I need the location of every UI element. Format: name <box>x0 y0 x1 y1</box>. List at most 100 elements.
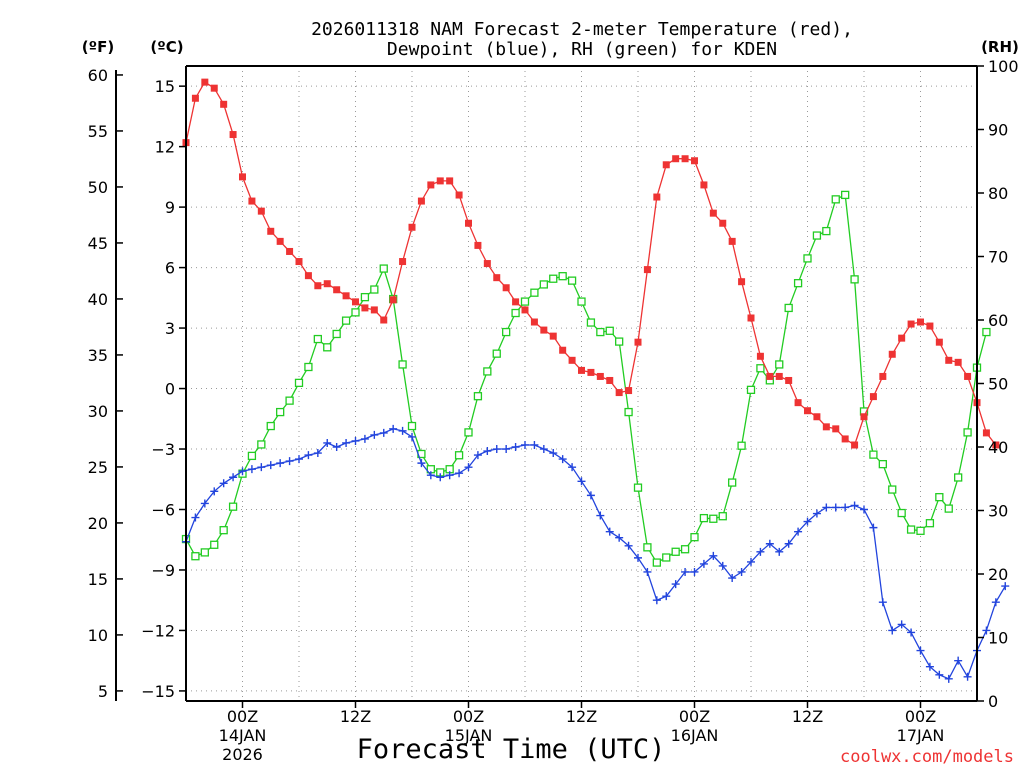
fahrenheit-tick-label: 15 <box>88 570 108 589</box>
rh-point <box>191 552 200 561</box>
temperature-point <box>756 352 764 360</box>
temperature-point <box>389 296 397 304</box>
temperature-point <box>662 161 670 169</box>
temperature-point <box>455 191 463 199</box>
x-tick-label-date: 14JAN <box>219 726 267 745</box>
temperature-point <box>841 435 849 443</box>
temperature-point <box>898 334 906 342</box>
rh-point <box>869 450 878 459</box>
rh-point <box>841 190 850 200</box>
dewpoint-point <box>549 449 558 458</box>
rh-tick-label: 0 <box>988 692 998 711</box>
rh-point <box>662 553 671 562</box>
temperature-point <box>879 372 887 380</box>
rh-point <box>586 318 596 327</box>
temperature-point <box>775 372 783 380</box>
dewpoint-point <box>455 469 464 478</box>
temperature-point <box>465 219 472 227</box>
dewpoint-point <box>530 440 539 449</box>
dewpoint-point <box>916 646 925 655</box>
rh-point <box>709 514 718 523</box>
dewpoint-point <box>907 628 916 637</box>
temperature-point <box>691 157 698 165</box>
dewpoint-point <box>643 567 652 576</box>
temperature-point <box>804 407 811 415</box>
rh-point <box>803 254 812 263</box>
temperature-point <box>869 393 877 401</box>
dewpoint-point <box>464 463 473 472</box>
rh-point <box>944 504 953 513</box>
rh-tick-label: 60 <box>988 311 1008 330</box>
rh-point <box>567 276 577 285</box>
dewpoint-point <box>568 463 577 472</box>
rh-tick-label: 10 <box>988 629 1008 648</box>
dewpoint-point <box>888 626 897 635</box>
rh-point <box>219 526 228 535</box>
temperature-point <box>370 306 378 314</box>
dewpoint-point <box>483 447 492 456</box>
rh-point <box>511 308 520 318</box>
dewpoint-point <box>605 527 614 536</box>
temperature-point <box>540 326 548 334</box>
dewpoint-point <box>323 438 332 447</box>
dewpoint-point <box>408 432 416 441</box>
rh-point <box>605 326 614 335</box>
dewpoint-point <box>596 511 605 520</box>
temperature-point <box>719 219 727 227</box>
rh-point <box>276 407 285 417</box>
temperature-point <box>643 266 651 274</box>
dewpoint-point <box>417 459 426 468</box>
rh-point <box>596 327 605 337</box>
dewpoint-point <box>445 471 454 480</box>
rh-point <box>718 512 727 521</box>
credit-text: coolwx.com/models <box>840 747 1014 767</box>
temperature-point <box>634 338 642 346</box>
rh-point <box>454 451 464 460</box>
dewpoint-point <box>784 539 793 548</box>
rh-point <box>398 360 407 369</box>
rh-point <box>370 285 379 294</box>
series-rh <box>181 190 991 567</box>
rh-point <box>690 533 699 542</box>
dewpoint-point <box>756 547 765 556</box>
temperature-point <box>587 368 595 376</box>
dewpoint-point <box>342 438 351 447</box>
dewpoint-point <box>699 559 708 568</box>
dewpoint-point <box>426 471 435 480</box>
x-tick-label-date: 16JAN <box>671 726 719 745</box>
rh-point <box>323 343 332 352</box>
x-tick-label-year: 2026 <box>222 745 263 764</box>
temperature-point <box>851 441 859 449</box>
x-tick-label-time: 00Z <box>453 707 484 726</box>
dewpoint-point <box>351 436 360 445</box>
rh-point <box>549 274 558 283</box>
rh-point <box>737 441 746 450</box>
temperature-point <box>822 423 830 431</box>
dewpoint-point <box>634 553 642 562</box>
x-tick-label-time: 00Z <box>905 707 936 726</box>
rh-point <box>850 275 859 284</box>
rh-point <box>775 360 784 369</box>
temperature-point <box>559 346 567 354</box>
dewpoint-point <box>313 449 322 458</box>
temperature-point <box>446 177 454 185</box>
rh-point <box>247 451 257 461</box>
dewpoint-point <box>878 598 887 607</box>
dewpoint-point <box>709 551 718 560</box>
rh-point <box>925 519 935 528</box>
rh-tick-label: 30 <box>988 502 1008 521</box>
fahrenheit-tick-label: 40 <box>88 290 108 309</box>
temperature-point <box>276 237 284 245</box>
temperature-point <box>521 306 529 314</box>
fahrenheit-tick-label: 10 <box>88 626 108 645</box>
rh-point <box>332 329 341 339</box>
temperature-point <box>220 100 228 108</box>
temperature-point <box>917 318 924 326</box>
temperature-point <box>286 247 294 255</box>
temperature-point <box>512 298 520 306</box>
chart-title-line-2: Dewpoint (blue), RH (green) for KDEN <box>387 39 777 60</box>
rh-point <box>916 526 925 535</box>
series-dewpoint <box>182 424 1010 683</box>
dewpoint-point <box>831 503 840 512</box>
rh-line <box>185 193 988 564</box>
